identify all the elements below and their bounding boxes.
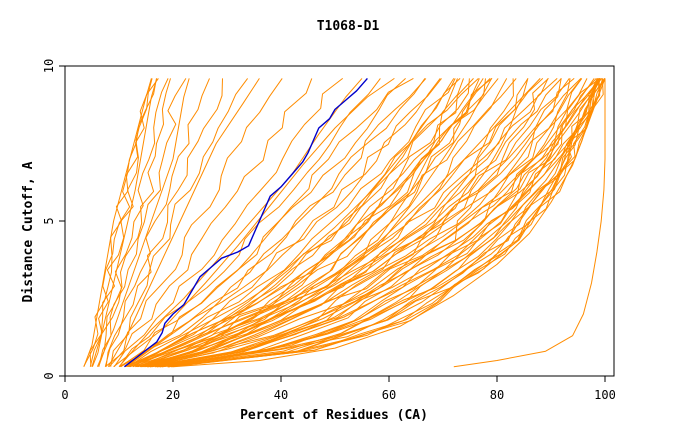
model-curve [147, 78, 601, 368]
model-curve [146, 78, 484, 368]
model-curve [140, 77, 601, 368]
model-curve [129, 78, 549, 368]
model-curve [113, 77, 395, 368]
model-curve [132, 78, 442, 368]
model-curve [107, 78, 260, 367]
outlier-model-curve [453, 78, 606, 368]
model-curve [118, 78, 363, 368]
x-tick-label: 0 [61, 388, 68, 402]
model-curve [91, 78, 158, 367]
model-curve [96, 78, 190, 367]
model-curve [154, 78, 599, 368]
x-tick-label: 100 [594, 388, 616, 402]
y-tick-label: 0 [42, 372, 56, 379]
model-curve [89, 78, 153, 367]
model-curve [110, 78, 249, 367]
model-curve [149, 78, 529, 368]
model-curve [104, 78, 210, 367]
x-tick-label: 40 [274, 388, 288, 402]
model-curve [167, 78, 603, 368]
model-curve [133, 78, 517, 368]
highlight-model-curve [123, 77, 368, 368]
model-curve [98, 78, 187, 367]
model-curve [172, 78, 606, 368]
model-curve [135, 78, 575, 368]
x-tick-label: 60 [382, 388, 396, 402]
model-curve [135, 78, 461, 368]
model-curve [157, 78, 562, 368]
model-curve [91, 78, 169, 367]
model-curve [147, 78, 514, 368]
model-curve [162, 78, 606, 368]
model-curve [144, 78, 597, 368]
model-curve [160, 78, 571, 368]
model-curve [125, 78, 426, 368]
model-curve [156, 78, 600, 368]
model-curve [137, 78, 474, 368]
model-curve [144, 78, 464, 368]
x-tick-label: 80 [490, 388, 504, 402]
model-curve [171, 78, 599, 368]
model-curve [126, 78, 441, 368]
model-curve [98, 78, 171, 367]
model-curve [149, 78, 491, 368]
model-curve [130, 78, 456, 368]
model-curve [108, 78, 313, 368]
x-axis: 0 20 40 60 80 100 [61, 376, 616, 402]
model-curve [160, 78, 549, 368]
model-curve [83, 78, 152, 367]
model-curve [105, 78, 223, 367]
model-curve [171, 78, 583, 368]
model-curve [144, 78, 588, 368]
x-tick-label: 20 [166, 388, 180, 402]
model-curve [113, 78, 344, 367]
model-curve [150, 78, 529, 368]
model-curve [151, 78, 602, 368]
model-curve [104, 78, 283, 368]
y-tick-label: 10 [42, 59, 56, 73]
series-layer [83, 77, 606, 368]
chart-title: T1068-D1 [317, 19, 380, 34]
model-curve [119, 77, 414, 368]
y-axis-label: Distance Cutoff, A [21, 161, 36, 302]
model-curve [129, 78, 541, 368]
model-curve [147, 78, 598, 368]
x-axis-label: Percent of Residues (CA) [240, 408, 428, 423]
model-curve [140, 78, 458, 368]
model-curve [132, 78, 558, 368]
model-curve [89, 78, 157, 367]
model-curve [134, 78, 455, 368]
model-curve [158, 78, 600, 368]
model-curve [151, 78, 508, 368]
y-tick-label: 5 [42, 217, 56, 224]
y-axis: 0 5 10 [42, 59, 65, 380]
